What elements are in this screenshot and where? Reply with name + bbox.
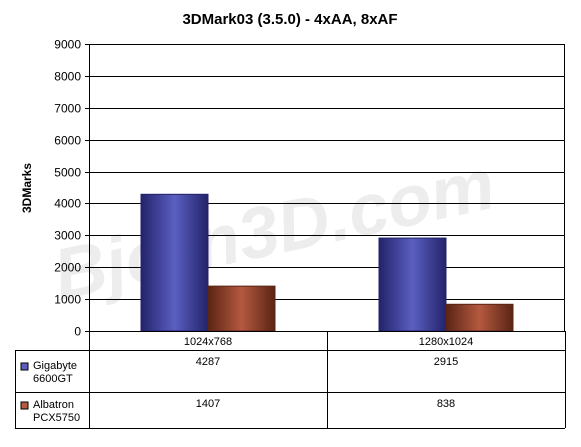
legend-label: 6600GT [33,373,73,385]
y-tick-label: 8000 [54,70,81,84]
legend-label: Gigabyte [33,360,77,372]
x-tick-label: 1024x768 [184,336,232,348]
data-label: 838 [437,398,455,410]
legend-label: Albatron [33,399,74,411]
data-label: 2915 [434,356,458,368]
bar [140,193,209,332]
chart-title: 3DMark03 (3.5.0) - 4xAA, 8xAF [182,11,397,28]
y-tick-label: 7000 [54,102,81,116]
data-label: 1407 [196,398,220,410]
y-tick-label: 0 [74,325,81,339]
y-tick-label: 2000 [54,261,81,275]
y-tick-label: 5000 [54,166,81,180]
y-tick-label: 1000 [54,293,81,307]
y-tick-label: 6000 [54,134,81,148]
bar [378,237,447,332]
bar [207,285,276,332]
legend-label: PCX5750 [33,412,80,424]
y-axis: 0 1000 2000 3000 4000 5000 6000 7000 8000 9000 [54,38,565,339]
y-tick-label: 3000 [54,229,81,243]
bar [445,303,514,332]
legend-swatch [20,362,29,371]
y-tick-label: 9000 [54,38,81,52]
data-label: 4287 [196,356,220,368]
bars [140,193,514,332]
x-tick-label: 1280x1024 [419,336,473,348]
legend-swatch [20,401,29,410]
y-axis-label: 3DMarks [20,163,34,213]
y-tick-label: 4000 [54,197,81,211]
